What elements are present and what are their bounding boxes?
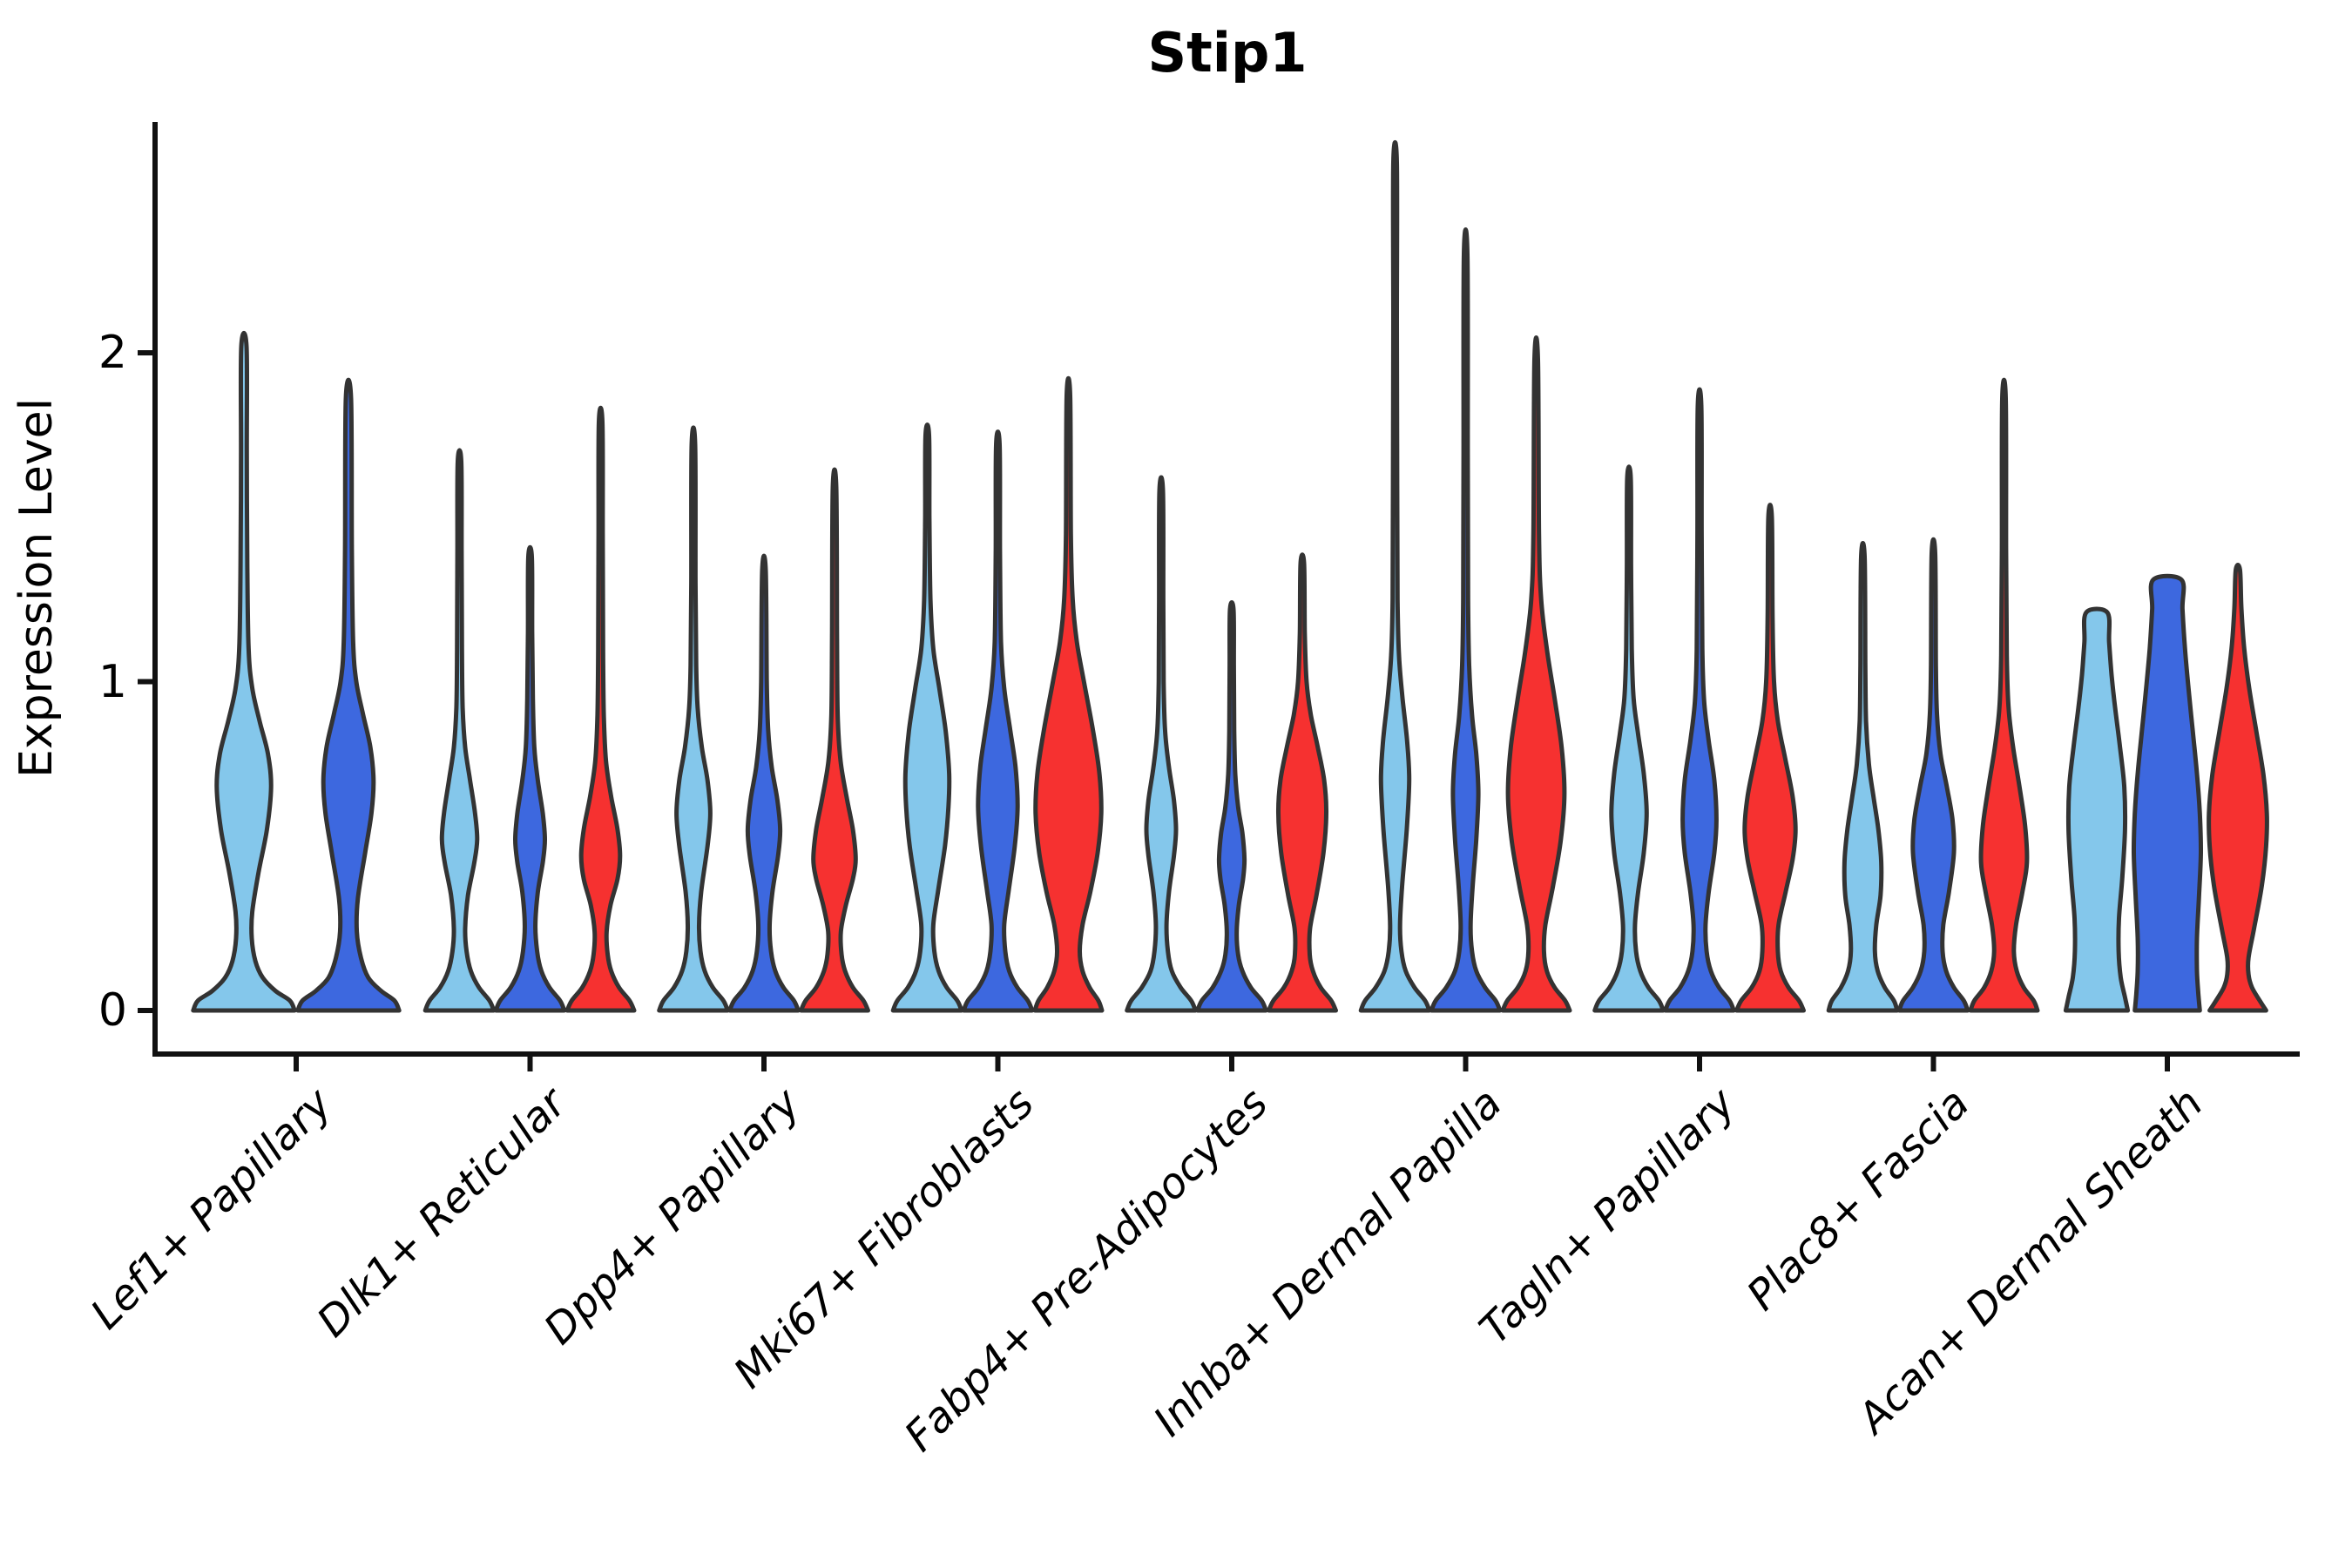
violin-Acan+ Dermal Sheath-royal_blue (2131, 573, 2204, 1013)
violin-Plac8+ Fascia-red (1968, 377, 2040, 1013)
violin-Plac8+ Fascia-royal_blue (1896, 537, 1970, 1013)
violin-Tagln+ Papillary-royal_blue (1663, 387, 1736, 1013)
violin-Tagln+ Papillary-red (1734, 503, 1806, 1013)
violin-Fabp4+ Pre-Adipocytes-red (1267, 552, 1338, 1013)
violin-Fabp4+ Pre-Adipocytes-light_blue (1125, 475, 1198, 1013)
violin-Dpp4+ Papillary-royal_blue (727, 553, 801, 1013)
violin-Mki67+ Fibroblasts-light_blue (890, 422, 964, 1013)
violin-Lef1+ Papillary-royal_blue (295, 377, 402, 1013)
violin-Lef1+ Papillary-light_blue (191, 330, 297, 1013)
violin-Inhba+ Dermal Papilla-royal_blue (1429, 227, 1503, 1013)
violin-Dlk1+ Reticular-light_blue (422, 448, 497, 1013)
violin-Dpp4+ Papillary-red (799, 467, 870, 1013)
violin-Dpp4+ Papillary-light_blue (657, 425, 730, 1013)
violin-Acan+ Dermal Sheath-light_blue (2063, 606, 2131, 1013)
violin-Acan+ Dermal Sheath-red (2207, 562, 2269, 1013)
chart-title: Stip1 (1147, 21, 1308, 84)
y-tick-label-0: 0 (98, 984, 127, 1037)
y-tick-label-2: 2 (98, 327, 127, 379)
violin-Tagln+ Papillary-light_blue (1592, 464, 1666, 1013)
violin-Dlk1+ Reticular-red (564, 405, 637, 1013)
violin-Dlk1+ Reticular-royal_blue (493, 544, 567, 1013)
violin-Fabp4+ Pre-Adipocytes-royal_blue (1195, 599, 1268, 1013)
y-tick-label-1: 1 (98, 655, 127, 708)
violin-Mki67+ Fibroblasts-red (1032, 375, 1105, 1013)
violin-Mki67+ Fibroblasts-royal_blue (961, 429, 1035, 1013)
violin-Plac8+ Fascia-light_blue (1826, 541, 1900, 1013)
violin-Inhba+ Dermal Papilla-light_blue (1358, 139, 1432, 1013)
violin-Inhba+ Dermal Papilla-red (1500, 335, 1572, 1013)
